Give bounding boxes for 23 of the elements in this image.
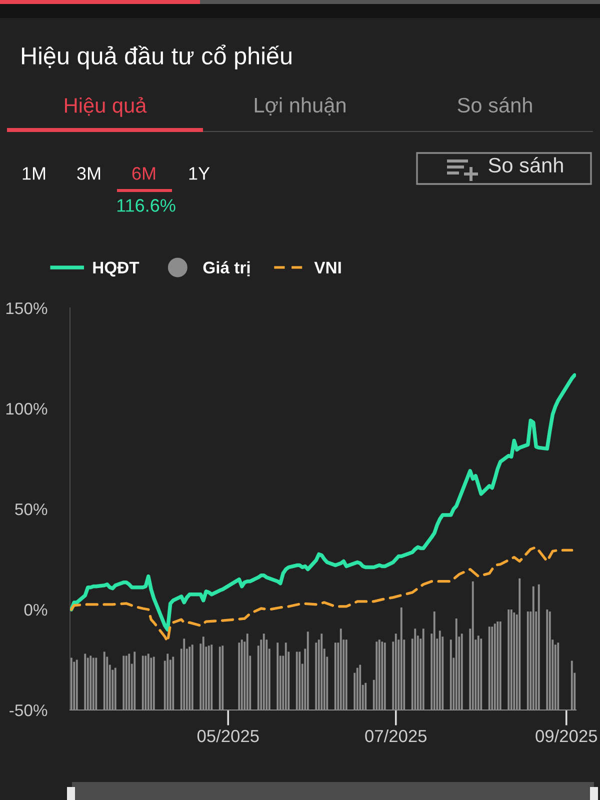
y-tick-label: 50% [15,503,48,516]
text: Lợi nhuận [254,97,346,116]
x-tick-label: 09/2025 [536,729,598,742]
y-tick-label: 100% [6,402,48,415]
chart-title: Hiệu quả đầu tư cổ phiếu [22,44,292,70]
y-tick-label: -50% [10,704,48,716]
text: 1M [22,167,46,180]
text: 6M [132,167,156,180]
line-series [70,373,576,632]
text: 3M [77,167,100,180]
x-tick-label: 05/2025 [197,729,259,742]
x-tick-label: 07/2025 [365,729,427,742]
legend-label: HQĐT [93,262,140,277]
text: 116.6% [117,199,176,212]
text: So sánh [458,97,532,113]
line-series [70,546,574,643]
legend-label: Giá trị [203,261,250,276]
text: Hiệu quả [65,97,147,117]
legend-label: VNI [314,262,341,274]
y-tick-label: 150% [6,302,48,314]
text: So sánh [488,157,563,173]
y-tick-label: 0% [24,604,48,616]
text: 1Y [189,167,210,180]
